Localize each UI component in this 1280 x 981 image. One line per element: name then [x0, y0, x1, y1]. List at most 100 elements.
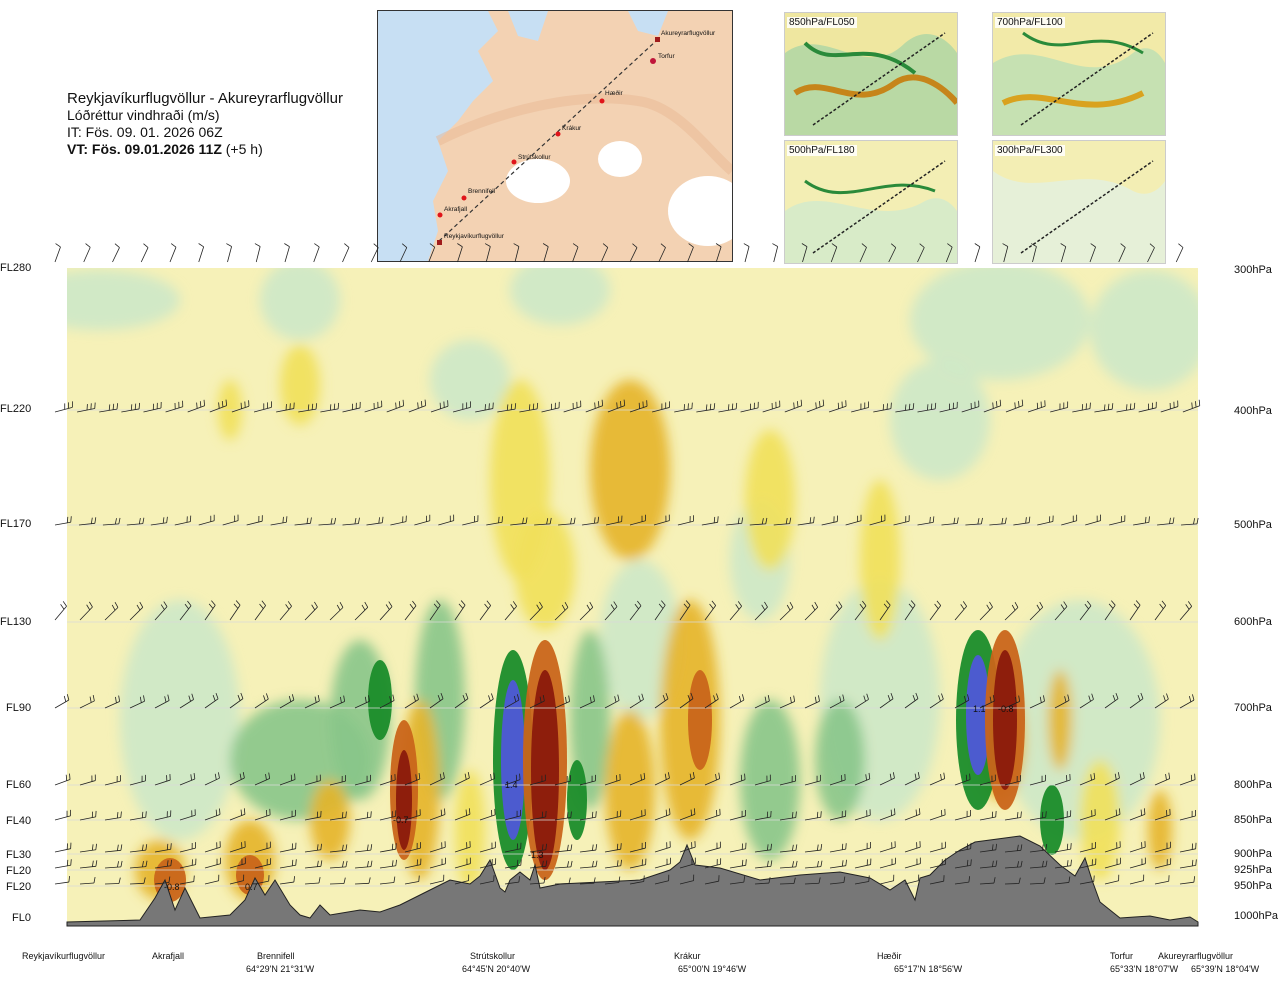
wind-barb-feather: [92, 860, 94, 867]
wind-barb: [779, 860, 798, 869]
wind-barb: [779, 844, 798, 853]
wind-barb-shaft: [204, 604, 216, 621]
wind-barb: [320, 402, 340, 413]
wind-barb-shaft: [154, 700, 170, 709]
wind-barb-feather: [842, 694, 845, 701]
wind-barb: [454, 692, 469, 709]
wind-barb-feather: [460, 600, 466, 606]
location-name: Torfur: [1110, 951, 1134, 961]
wind-barb-shaft: [1104, 814, 1121, 821]
wind-barb-shaft: [227, 246, 232, 263]
wind-barb: [879, 857, 896, 869]
wind-barb: [1133, 516, 1150, 526]
wind-barb-feather: [616, 402, 618, 409]
wind-barb-feather: [1193, 518, 1196, 525]
wind-barb-feather: [320, 860, 323, 867]
wind-barb: [129, 811, 147, 821]
wind-barb-shaft: [379, 779, 396, 786]
wind-barb-feather: [963, 695, 967, 702]
wind-barb-shaft: [629, 699, 644, 709]
wind-barb-shaft: [558, 523, 575, 526]
hpa-label: 800hPa: [1234, 779, 1272, 791]
wind-barb: [1179, 601, 1193, 621]
wind-barb: [1002, 243, 1009, 263]
wind-barb-shaft: [342, 407, 361, 413]
wind-barb: [754, 601, 768, 621]
wind-barb-feather: [493, 772, 496, 779]
wind-barb: [749, 517, 768, 526]
wind-barb: [430, 400, 449, 413]
wind-barb-feather: [908, 403, 911, 410]
wind-barb: [829, 773, 846, 786]
wind-barb-feather: [545, 860, 548, 867]
wind-barb-feather: [918, 808, 921, 815]
wind-barb-feather: [116, 403, 119, 410]
wind-barb-shaft: [294, 522, 311, 526]
wind-barb: [904, 841, 921, 853]
wind-barb-feather: [912, 694, 916, 701]
wind-barb-shaft: [298, 408, 317, 413]
wind-barb-shaft: [366, 522, 383, 526]
wind-barb-feather: [715, 774, 717, 781]
wind-barb-shaft: [1104, 863, 1121, 869]
wind-barb-feather: [1043, 695, 1045, 702]
wind-barb-shaft: [904, 777, 920, 786]
wind-barb: [1179, 876, 1196, 885]
wind-barb-shaft: [604, 865, 621, 869]
wind-barb: [579, 811, 597, 821]
wind-barb-feather: [688, 243, 694, 248]
wind-barb-feather: [863, 695, 866, 702]
wind-barb: [629, 243, 638, 263]
wind-barb-shaft: [829, 848, 846, 853]
wind-barb-feather: [285, 604, 290, 610]
wind-barb-shaft: [329, 607, 344, 621]
wind-barb-shaft: [579, 780, 596, 786]
wind-barb: [729, 773, 746, 786]
wind-barb-shaft: [504, 605, 517, 621]
wind-barb-feather: [354, 517, 357, 525]
wind-barb-feather: [337, 402, 340, 409]
wind-barb-feather: [310, 517, 312, 524]
wind-barb-feather: [767, 695, 770, 702]
wind-barb-shaft: [404, 699, 419, 709]
wind-barb-shaft: [579, 700, 595, 709]
wind-barb-feather: [980, 517, 983, 524]
wind-barb-feather: [713, 695, 716, 702]
wind-barb: [253, 401, 272, 413]
wind-barb: [386, 399, 405, 413]
wind-barb: [1154, 772, 1171, 786]
wind-barb-shaft: [802, 246, 808, 263]
wind-barb: [129, 844, 148, 853]
wind-barb: [529, 810, 547, 821]
wind-barb: [479, 693, 494, 709]
wind-barb: [454, 772, 470, 786]
wind-barb-feather: [887, 695, 891, 701]
wind-barb-feather: [816, 844, 819, 851]
wind-barb: [298, 403, 318, 413]
wind-barb: [979, 843, 997, 853]
wind-barb: [529, 695, 545, 709]
wind-barb-shaft: [888, 247, 897, 263]
wind-barb-feather: [1126, 404, 1128, 411]
wind-barb-shaft: [1004, 607, 1019, 621]
wind-barb-shaft: [79, 780, 96, 786]
wind-barb-shaft: [229, 813, 246, 821]
wind-barb-feather: [55, 243, 61, 248]
wind-barb-shaft: [629, 814, 646, 821]
wind-barb-shaft: [729, 606, 742, 621]
wind-barb: [1179, 809, 1196, 821]
wind-barb: [779, 775, 797, 786]
wind-barb-feather: [170, 843, 172, 850]
wind-barb-shaft: [154, 816, 171, 821]
wind-barb-shaft: [187, 405, 205, 413]
wind-barb-shaft: [704, 814, 721, 821]
wind-barb: [284, 243, 290, 263]
wind-barb-shaft: [174, 521, 191, 526]
wind-barb-shaft: [554, 607, 569, 621]
issue-time: IT: Fös. 09. 01. 2026 06Z: [67, 124, 223, 140]
wind-barb-shaft: [585, 405, 603, 413]
wind-barb: [1079, 600, 1092, 621]
wind-barb-shaft: [1104, 777, 1120, 786]
wind-barb-feather: [188, 695, 191, 702]
wind-barb: [563, 400, 582, 413]
